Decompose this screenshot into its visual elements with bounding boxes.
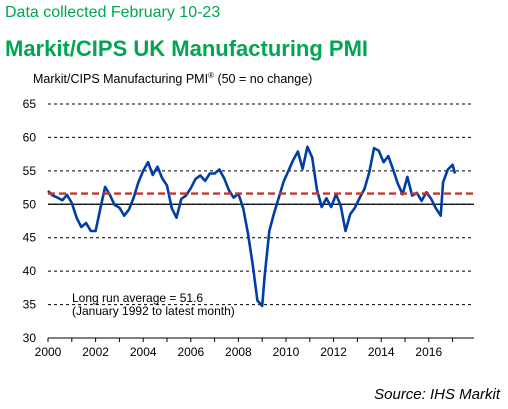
annotation-text: Long run average = 51.6 [72,291,203,305]
registered-mark: ® [208,71,214,80]
x-tick-label: 2010 [273,345,300,359]
y-axis-label-main: Markit/CIPS Manufacturing PMI [33,72,209,87]
y-tick-labels: 30 35 40 45 50 55 60 65 [23,97,37,345]
y-tick-label: 65 [23,97,37,111]
y-tick-label: 35 [23,298,37,312]
y-tick-label: 30 [23,331,37,345]
annotation-layer: Long run average = 51.6(January 1992 to … [72,291,235,318]
pmi-series-line [47,145,457,308]
y-tick-label: 55 [23,164,37,178]
x-tick-label: 2014 [368,345,395,359]
x-tick-label: 2004 [130,345,157,359]
chart-title: Markit/CIPS UK Manufacturing PMI [5,36,369,61]
annotation-text: (January 1992 to latest month) [72,304,235,318]
chart-subtitle: Data collected February 10-23 [5,4,221,21]
x-axis: 2000 2002 2004 2006 2008 2010 2012 2014 2016 [35,337,474,359]
y-tick-label: 45 [23,231,37,245]
source-note: Source: IHS Markit [374,386,500,403]
y-tick-label: 40 [23,264,37,278]
x-tick-label: 2012 [320,345,347,359]
series-layer [47,145,474,308]
y-axis-label-note: (50 = no change) [213,72,313,87]
x-tick-label: 2002 [82,345,109,359]
y-axis-label: Markit/CIPS Manufacturing PMI® (50 = no … [33,71,312,86]
x-tick-label: 2008 [225,345,252,359]
y-tick-label: 60 [23,130,37,144]
x-tick-label: 2016 [415,345,442,359]
x-tick-label: 2000 [35,345,62,359]
y-tick-label: 50 [23,197,37,211]
x-tick-label: 2006 [177,345,204,359]
